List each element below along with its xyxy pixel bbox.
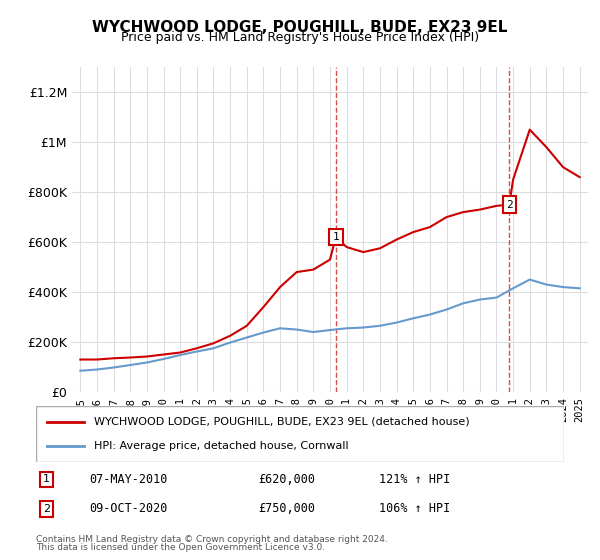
- Text: 106% ↑ HPI: 106% ↑ HPI: [379, 502, 451, 515]
- Text: WYCHWOOD LODGE, POUGHILL, BUDE, EX23 9EL (detached house): WYCHWOOD LODGE, POUGHILL, BUDE, EX23 9EL…: [94, 417, 470, 427]
- Text: £750,000: £750,000: [258, 502, 315, 515]
- Text: 2: 2: [43, 504, 50, 514]
- Text: This data is licensed under the Open Government Licence v3.0.: This data is licensed under the Open Gov…: [36, 543, 325, 552]
- Text: 07-MAY-2010: 07-MAY-2010: [89, 473, 167, 486]
- Text: 1: 1: [43, 474, 50, 484]
- Text: Price paid vs. HM Land Registry's House Price Index (HPI): Price paid vs. HM Land Registry's House …: [121, 31, 479, 44]
- Text: WYCHWOOD LODGE, POUGHILL, BUDE, EX23 9EL: WYCHWOOD LODGE, POUGHILL, BUDE, EX23 9EL: [92, 20, 508, 35]
- Text: HPI: Average price, detached house, Cornwall: HPI: Average price, detached house, Corn…: [94, 441, 349, 451]
- Text: £620,000: £620,000: [258, 473, 315, 486]
- FancyBboxPatch shape: [36, 406, 564, 462]
- Text: 121% ↑ HPI: 121% ↑ HPI: [379, 473, 451, 486]
- Text: 09-OCT-2020: 09-OCT-2020: [89, 502, 167, 515]
- Text: 2: 2: [506, 199, 512, 209]
- Text: 1: 1: [332, 232, 339, 242]
- Text: Contains HM Land Registry data © Crown copyright and database right 2024.: Contains HM Land Registry data © Crown c…: [36, 535, 388, 544]
